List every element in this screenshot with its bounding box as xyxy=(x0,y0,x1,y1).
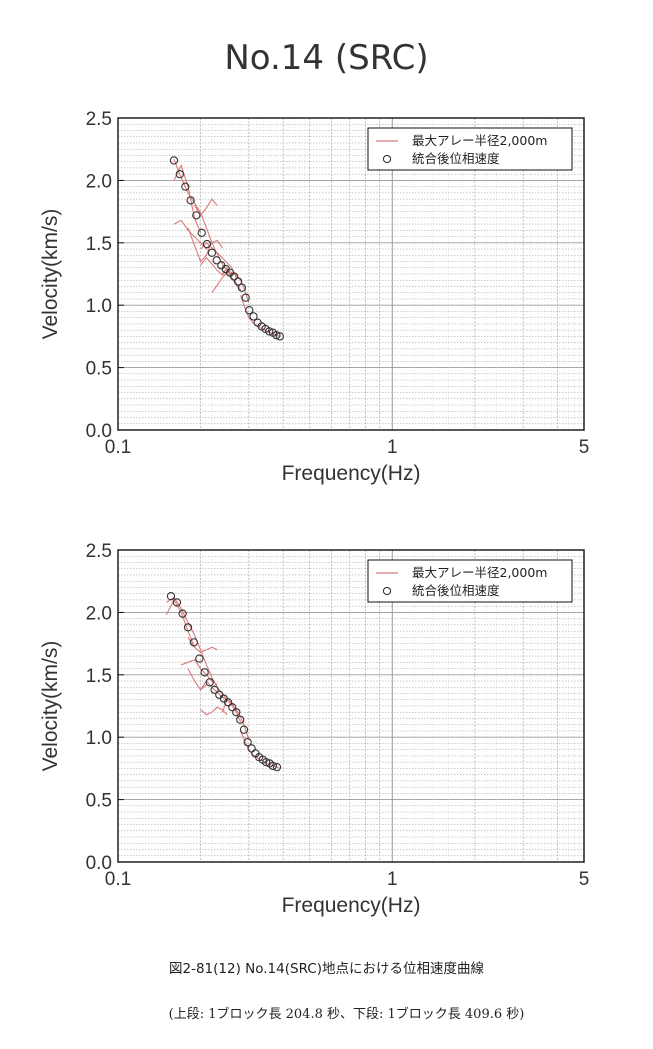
y-tick-label: 0.0 xyxy=(86,853,112,874)
figure-subcaption: (上段: 1ブロック長 204.8 秒、下段: 1ブロック長 409.6 秒) xyxy=(168,1007,525,1022)
legend-label: 最大アレー半径2,000m xyxy=(412,133,547,148)
data-point xyxy=(205,678,214,687)
data-point xyxy=(241,293,250,302)
legend-box xyxy=(367,127,573,171)
data-point xyxy=(229,272,239,281)
data-point xyxy=(265,327,274,336)
legend-box xyxy=(367,559,573,603)
data-point xyxy=(275,332,284,341)
chart-top: 0.0 0.5 1.0 1.5 2.0 2.5 0.1 1 5 Frequency(Hz) Velo… xyxy=(0,100,653,500)
data-point xyxy=(189,638,198,647)
data-point xyxy=(192,211,201,220)
chart-bottom-svg: 0.0 0.5 1.0 1.5 2.0 2.5 0.1 1 5 Frequency(Hz) Velo… xyxy=(39,541,590,917)
y-tick-label: 0.0 xyxy=(86,421,112,442)
plot-border xyxy=(117,549,585,863)
red-curve xyxy=(200,706,228,716)
data-point xyxy=(249,312,258,321)
data-point xyxy=(172,598,182,607)
red-curve xyxy=(165,598,196,648)
data-point xyxy=(233,277,243,286)
x-tick-label: 5 xyxy=(579,437,590,458)
data-point xyxy=(245,306,254,315)
data-point xyxy=(210,685,219,694)
y-axis-label: Velocity(km/s) xyxy=(39,641,62,772)
x-tick-label: 1 xyxy=(387,869,398,890)
data-point xyxy=(223,698,233,707)
figure-caption: 図2-81(12) No.14(SRC)地点における位相速度曲線 xyxy=(169,961,484,977)
data-point xyxy=(195,654,204,663)
chart-bottom: 0.0 0.5 1.0 1.5 2.0 2.5 0.1 1 5 Frequency(Hz) Velo… xyxy=(0,532,653,932)
y-tick-label: 2.0 xyxy=(86,171,112,192)
y-tick-label: 2.0 xyxy=(86,603,112,624)
data-point xyxy=(202,239,212,249)
y-tick-label: 0.5 xyxy=(86,359,112,380)
data-point xyxy=(178,609,187,618)
data-point xyxy=(186,196,195,205)
data-point xyxy=(243,738,252,747)
page-title: No.14 (SRC) xyxy=(224,38,429,78)
data-point xyxy=(232,708,241,717)
legend-label: 統合後位相速度 xyxy=(412,583,500,598)
data-point xyxy=(239,725,249,734)
y-axis-label: Velocity(km/s) xyxy=(39,209,62,340)
chart-top-svg: 0.0 0.5 1.0 1.5 2.0 2.5 0.1 1 5 Frequency(Hz) Velo… xyxy=(39,109,590,485)
legend-label: 最大アレー半径2,000m xyxy=(412,565,547,580)
legend-marker-swatch xyxy=(382,586,392,596)
x-axis-label: Frequency(Hz) xyxy=(282,894,421,917)
y-tick-label: 1.0 xyxy=(86,728,112,749)
red-curve xyxy=(173,219,223,250)
red-curve xyxy=(181,659,218,686)
legend-label: 統合後位相速度 xyxy=(412,151,500,166)
data-point xyxy=(228,703,237,712)
data-point xyxy=(166,592,176,601)
data-point xyxy=(183,623,193,632)
x-tick-label: 0.1 xyxy=(105,437,131,458)
x-tick-label: 0.1 xyxy=(105,869,131,890)
red-curve xyxy=(200,242,237,278)
red-curve xyxy=(187,227,213,263)
data-point xyxy=(175,170,184,179)
red-curve xyxy=(200,256,233,276)
x-axis-label: Frequency(Hz) xyxy=(282,462,421,485)
y-tick-label: 1.5 xyxy=(86,234,112,255)
plot-border xyxy=(117,117,585,431)
y-tick-label: 2.5 xyxy=(86,109,112,130)
red-curve xyxy=(187,668,207,691)
data-point xyxy=(212,256,221,265)
data-point xyxy=(207,248,217,257)
y-tick-label: 1.0 xyxy=(86,296,112,317)
data-point xyxy=(272,763,282,772)
x-tick-label: 5 xyxy=(579,869,590,890)
y-tick-label: 2.5 xyxy=(86,541,112,562)
data-point xyxy=(268,761,278,771)
y-tick-label: 1.5 xyxy=(86,666,112,687)
data-point xyxy=(200,668,209,677)
data-point xyxy=(169,156,179,165)
legend-marker-swatch xyxy=(382,154,392,164)
data-point xyxy=(236,715,245,724)
data-point xyxy=(197,228,206,237)
x-tick-label: 1 xyxy=(387,437,398,458)
data-point xyxy=(181,182,190,191)
data-point xyxy=(237,283,247,292)
y-tick-label: 0.5 xyxy=(86,791,112,812)
